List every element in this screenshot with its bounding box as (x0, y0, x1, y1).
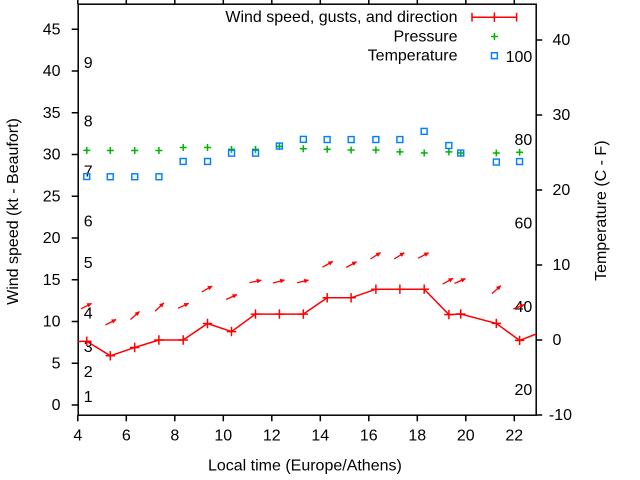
svg-text:14: 14 (311, 427, 329, 444)
svg-text:8: 8 (170, 427, 179, 444)
svg-text:Wind speed (kt - Beaufort): Wind speed (kt - Beaufort) (5, 118, 22, 305)
svg-text:10: 10 (43, 314, 61, 331)
svg-text:18: 18 (408, 427, 426, 444)
svg-text:Pressure: Pressure (393, 28, 457, 45)
svg-text:0: 0 (553, 332, 562, 349)
svg-text:4: 4 (73, 427, 82, 444)
svg-text:7: 7 (84, 163, 93, 180)
svg-text:45: 45 (43, 22, 61, 39)
svg-text:25: 25 (43, 188, 61, 205)
svg-text:5: 5 (84, 255, 93, 272)
svg-text:80: 80 (515, 132, 533, 149)
svg-text:40: 40 (515, 299, 533, 316)
svg-text:22: 22 (505, 427, 523, 444)
svg-text:40: 40 (553, 32, 571, 49)
svg-text:1: 1 (84, 389, 93, 406)
svg-text:30: 30 (43, 147, 61, 164)
svg-text:15: 15 (43, 272, 61, 289)
svg-text:Temperature (C - F): Temperature (C - F) (593, 140, 610, 280)
svg-text:12: 12 (263, 427, 281, 444)
svg-text:20: 20 (457, 427, 475, 444)
svg-text:8: 8 (84, 113, 93, 130)
svg-text:60: 60 (515, 216, 533, 233)
svg-text:Wind speed, gusts, and directi: Wind speed, gusts, and direction (225, 9, 457, 26)
svg-text:6: 6 (122, 427, 131, 444)
svg-text:40: 40 (43, 63, 61, 80)
svg-text:2: 2 (84, 364, 93, 381)
svg-text:Temperature: Temperature (368, 47, 458, 64)
svg-text:0: 0 (52, 397, 61, 414)
svg-text:20: 20 (43, 230, 61, 247)
svg-text:5: 5 (52, 355, 61, 372)
svg-text:-10: -10 (549, 407, 572, 424)
svg-text:35: 35 (43, 105, 61, 122)
svg-text:20: 20 (553, 182, 571, 199)
svg-text:100: 100 (506, 49, 533, 66)
svg-text:9: 9 (84, 55, 93, 72)
svg-text:4: 4 (84, 305, 93, 322)
svg-text:10: 10 (553, 257, 571, 274)
svg-text:3: 3 (84, 339, 93, 356)
svg-text:10: 10 (214, 427, 232, 444)
svg-text:30: 30 (553, 107, 571, 124)
svg-text:20: 20 (515, 382, 533, 399)
svg-text:Local time (Europe/Athens): Local time (Europe/Athens) (208, 458, 402, 475)
svg-text:6: 6 (84, 214, 93, 231)
svg-text:16: 16 (360, 427, 378, 444)
